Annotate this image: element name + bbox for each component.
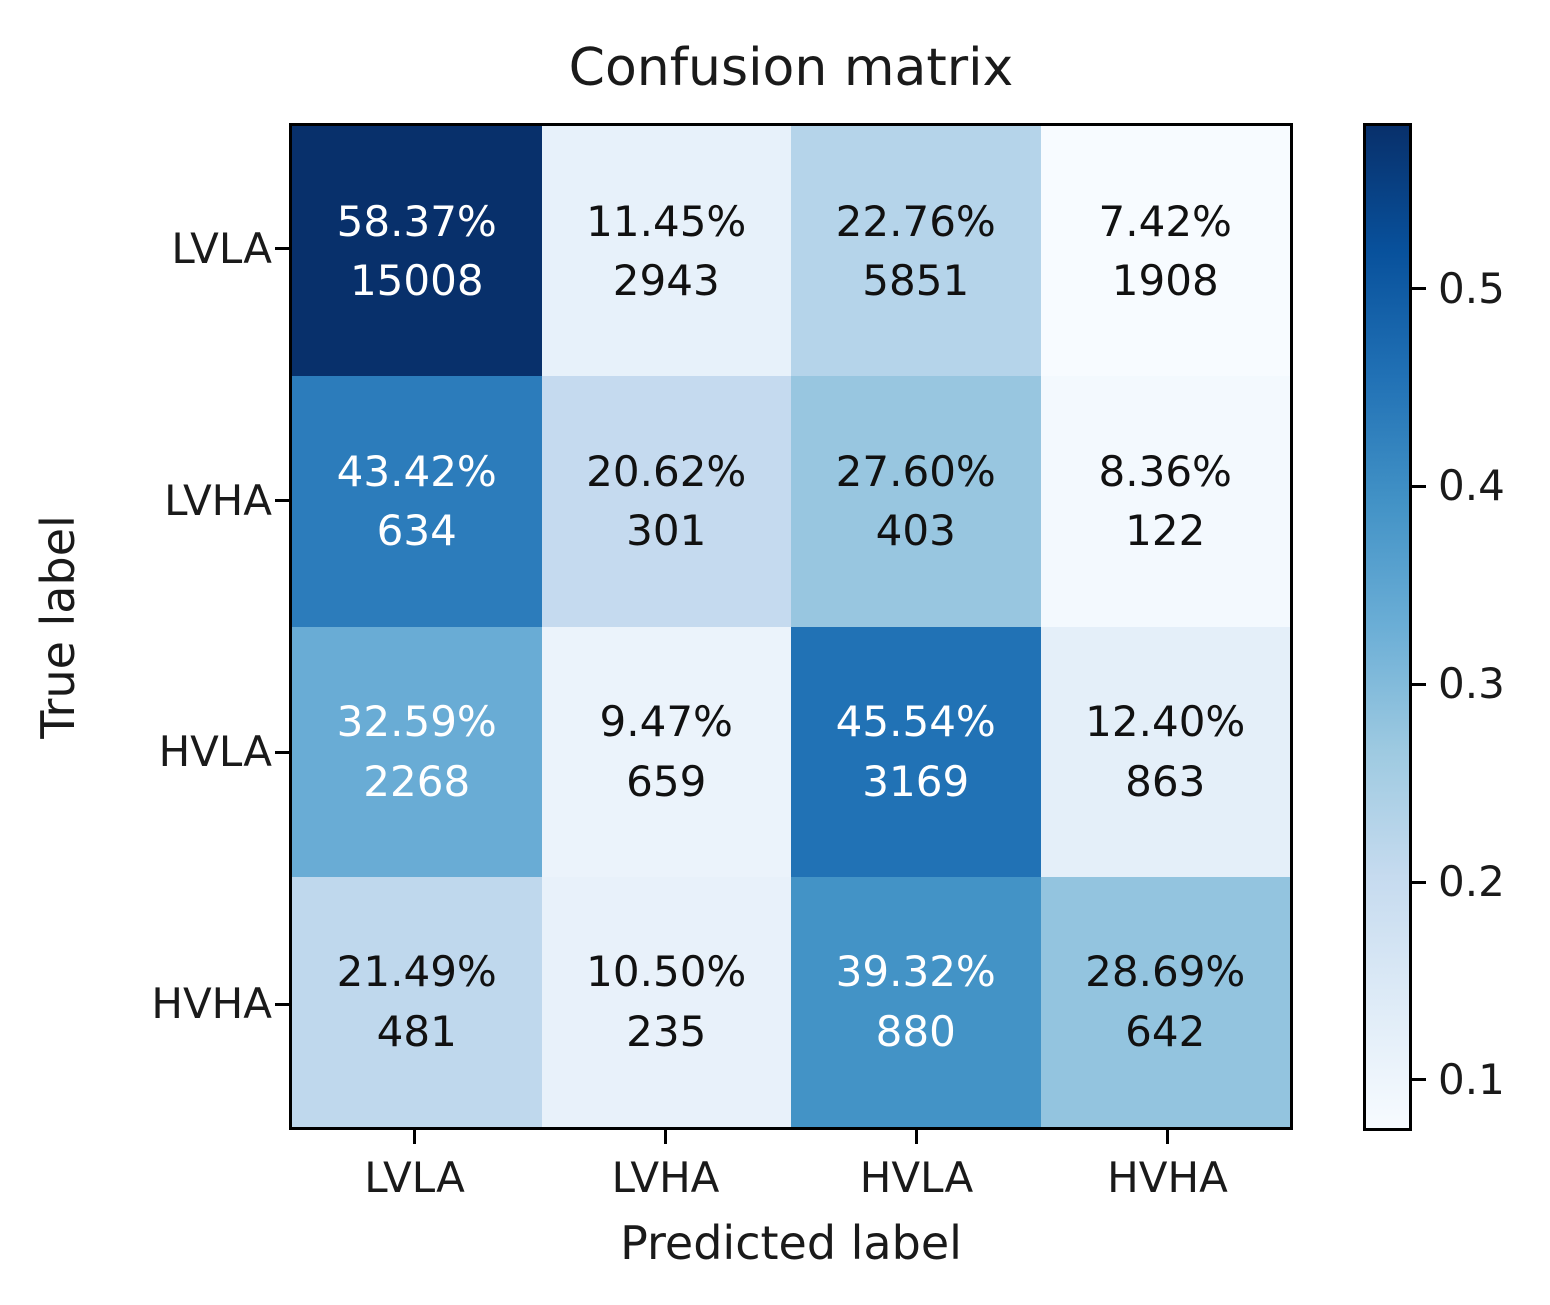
- y-ticklabel-lvha: LVHA: [164, 475, 272, 525]
- colorbar-tick-mark: [1412, 287, 1426, 291]
- cell-count: 2268: [363, 756, 471, 806]
- y-tick-mark: [275, 247, 289, 251]
- colorbar-tick-mark: [1412, 484, 1426, 488]
- y-ticklabel-hvla: HVLA: [158, 727, 272, 777]
- heatmap-cell-r1c0: 43.42% 634: [292, 376, 542, 627]
- heatmap-cell-r2c2: 45.54% 3169: [791, 626, 1041, 877]
- cell-count: 5851: [862, 256, 970, 306]
- heatmap-cell-r1c3: 8.36% 122: [1040, 376, 1290, 627]
- heatmap-cell-r3c0: 21.49% 481: [292, 876, 542, 1127]
- x-axis-label: Predicted label: [620, 1216, 962, 1270]
- cell-percent: 39.32%: [835, 947, 996, 997]
- cell-count: 634: [376, 506, 457, 556]
- heatmap-cell-r0c3: 7.42% 1908: [1040, 126, 1290, 377]
- x-ticklabel-hvla: HVLA: [859, 1153, 974, 1202]
- colorbar-ticklabel-0.4: 0.4: [1438, 461, 1505, 511]
- heatmap-cell-r0c2: 22.76% 5851: [791, 126, 1041, 377]
- cell-count: 1908: [1111, 256, 1219, 306]
- cell-percent: 8.36%: [1098, 446, 1232, 496]
- cell-count: 659: [626, 756, 707, 806]
- cell-count: 122: [1125, 506, 1206, 556]
- heatmap-cell-r3c3: 28.69% 642: [1040, 876, 1290, 1127]
- x-tick-mark: [664, 1130, 667, 1144]
- cell-percent: 21.49%: [336, 947, 497, 997]
- cell-percent: 10.50%: [586, 947, 747, 997]
- heatmap-cell-r1c1: 20.62% 301: [541, 376, 791, 627]
- y-tick-mark: [275, 750, 289, 754]
- colorbar-ticklabel-0.3: 0.3: [1438, 659, 1505, 709]
- x-ticklabel-hvha: HVHA: [1107, 1153, 1228, 1202]
- heatmap-cell-r0c1: 11.45% 2943: [541, 126, 791, 377]
- heatmap-cell-r2c1: 9.47% 659: [541, 626, 791, 877]
- cell-percent: 20.62%: [586, 446, 747, 496]
- colorbar-tick-mark: [1412, 682, 1426, 686]
- cell-percent: 27.60%: [835, 446, 996, 496]
- cell-percent: 32.59%: [336, 697, 497, 746]
- heatmap-cell-r0c0: 58.37% 15008: [292, 126, 542, 377]
- cell-percent: 12.40%: [1085, 697, 1246, 746]
- heatmap-cell-r2c3: 12.40% 863: [1040, 626, 1290, 877]
- cell-count: 235: [626, 1006, 707, 1056]
- y-ticklabel-lvla: LVLA: [171, 223, 272, 273]
- colorbar-tick-mark: [1412, 1078, 1426, 1082]
- cell-percent: 45.54%: [835, 697, 996, 746]
- x-ticklabel-lvla: LVLA: [364, 1153, 465, 1202]
- cell-count: 863: [1125, 756, 1206, 806]
- colorbar-tick-mark: [1412, 880, 1426, 884]
- x-tick-mark: [413, 1130, 416, 1144]
- cell-percent: 11.45%: [586, 196, 747, 246]
- heatmap-grid: 58.37% 15008 11.45% 2943 22.76% 5851 7.42% 1908…: [289, 123, 1293, 1130]
- chart-title: Confusion matrix: [568, 38, 1014, 98]
- cell-count: 15008: [349, 256, 484, 306]
- y-axis-label: True label: [31, 515, 85, 739]
- x-tick-mark: [1166, 1130, 1169, 1144]
- x-ticklabel-lvha: LVHA: [611, 1153, 720, 1202]
- cell-percent: 22.76%: [835, 196, 996, 246]
- cell-percent: 9.47%: [599, 697, 733, 746]
- cell-percent: 43.42%: [336, 446, 497, 496]
- cell-count: 642: [1125, 1006, 1206, 1056]
- colorbar-ticklabel-0.5: 0.5: [1438, 263, 1505, 313]
- heatmap-cell-r3c1: 10.50% 235: [541, 876, 791, 1127]
- colorbar-ticklabel-0.2: 0.2: [1438, 857, 1505, 907]
- y-tick-mark: [275, 499, 289, 503]
- cell-count: 403: [875, 506, 956, 556]
- cell-percent: 58.37%: [336, 196, 497, 246]
- cell-percent: 7.42%: [1098, 196, 1232, 246]
- y-ticklabel-hvha: HVHA: [151, 979, 272, 1029]
- colorbar: [1363, 123, 1412, 1131]
- x-tick-mark: [915, 1130, 918, 1144]
- cell-percent: 28.69%: [1085, 947, 1246, 997]
- cell-count: 2943: [612, 256, 720, 306]
- cell-count: 880: [875, 1006, 956, 1056]
- cell-count: 301: [626, 506, 707, 556]
- heatmap-cell-r2c0: 32.59% 2268: [292, 626, 542, 877]
- y-tick-mark: [275, 1002, 289, 1006]
- colorbar-ticklabel-0.1: 0.1: [1438, 1054, 1505, 1104]
- heatmap-cell-r1c2: 27.60% 403: [791, 376, 1041, 627]
- cell-count: 3169: [862, 756, 970, 806]
- cell-count: 481: [376, 1006, 457, 1056]
- heatmap-cell-r3c2: 39.32% 880: [791, 876, 1041, 1127]
